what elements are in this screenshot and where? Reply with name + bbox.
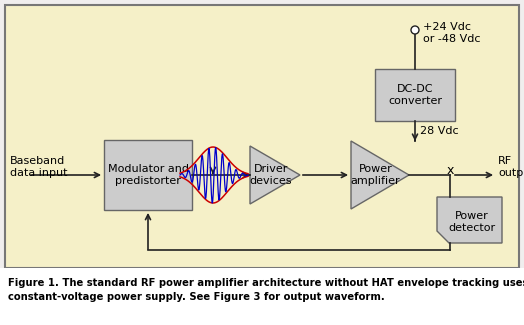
Text: constant-voltage power supply. See Figure 3 for output waveform.: constant-voltage power supply. See Figur… (8, 292, 385, 302)
Text: Power
detector: Power detector (448, 211, 495, 233)
Bar (5, 5, 519, 268)
Text: RF
output: RF output (498, 156, 524, 178)
Polygon shape (250, 146, 300, 204)
Polygon shape (351, 141, 409, 209)
Text: Modulator and
predistorter: Modulator and predistorter (107, 164, 189, 186)
Text: Figure 1. The standard RF power amplifier architecture without HAT envelope trac: Figure 1. The standard RF power amplifie… (8, 278, 524, 288)
Text: x: x (446, 163, 454, 176)
Circle shape (411, 26, 419, 34)
Text: Driver
devices: Driver devices (250, 164, 292, 186)
Text: DC-DC
converter: DC-DC converter (388, 84, 442, 106)
Text: Baseband
data input: Baseband data input (10, 156, 68, 178)
Text: Power
amplifier: Power amplifier (351, 164, 400, 186)
Text: 28 Vdc: 28 Vdc (420, 126, 458, 136)
Bar (375, 69, 455, 121)
Polygon shape (437, 197, 502, 243)
Bar (0, 268, 524, 325)
Text: +24 Vdc
or -48 Vdc: +24 Vdc or -48 Vdc (423, 22, 481, 44)
Bar (104, 140, 192, 210)
